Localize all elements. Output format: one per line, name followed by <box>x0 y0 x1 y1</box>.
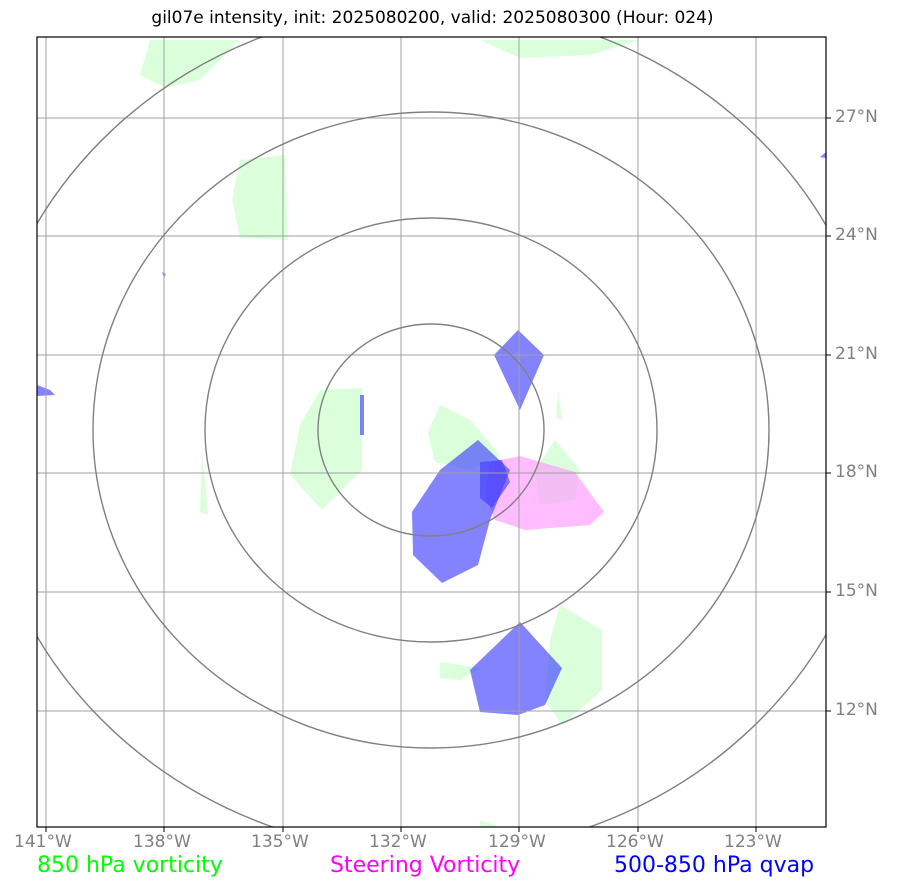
qvap-patch <box>820 152 826 158</box>
lon-label: 132°W <box>369 832 427 852</box>
legend-steering-vorticity: Steering Vorticity <box>330 853 521 878</box>
vorticity-patch <box>232 155 288 240</box>
steering-patch <box>485 456 604 530</box>
lat-label: 12°N <box>835 700 878 720</box>
map-frame <box>36 36 827 828</box>
range-ring <box>204 217 658 643</box>
vorticity-patch <box>200 450 208 515</box>
qvap-patch <box>360 395 364 435</box>
lon-label: 138°W <box>133 832 191 852</box>
lon-label: 123°W <box>724 832 782 852</box>
map-title: gil07e intensity, init: 2025080200, vali… <box>151 8 714 28</box>
lat-label: 15°N <box>835 581 878 601</box>
steering-vorticity-contours <box>485 456 604 530</box>
lon-label: 126°W <box>606 832 664 852</box>
range-ring <box>317 323 545 537</box>
lat-label: 21°N <box>835 344 878 364</box>
qvap-patch <box>470 622 562 715</box>
graticule <box>37 37 826 827</box>
vorticity-patch <box>556 390 562 420</box>
lon-label: 129°W <box>488 832 546 852</box>
vorticity-patch <box>290 388 362 510</box>
range-rings <box>37 37 826 827</box>
range-ring <box>92 111 770 749</box>
vorticity-850-contours <box>140 40 640 827</box>
vorticity-patch <box>545 605 602 725</box>
legend-vorticity-850: 850 hPa vorticity <box>37 853 223 878</box>
legend-qvap: 500-850 hPa qvap <box>614 853 815 878</box>
lat-label: 27°N <box>835 107 878 127</box>
lat-label: 24°N <box>835 225 878 245</box>
vorticity-patch <box>440 662 480 680</box>
qvap-patch <box>480 460 510 508</box>
lon-label: 135°W <box>251 832 309 852</box>
lat-label: 18°N <box>835 462 878 482</box>
vorticity-patch <box>480 40 640 58</box>
lon-label: 141°W <box>14 832 72 852</box>
axis-ticks <box>45 117 831 832</box>
vorticity-patch <box>480 820 500 827</box>
vorticity-patch <box>140 40 240 88</box>
